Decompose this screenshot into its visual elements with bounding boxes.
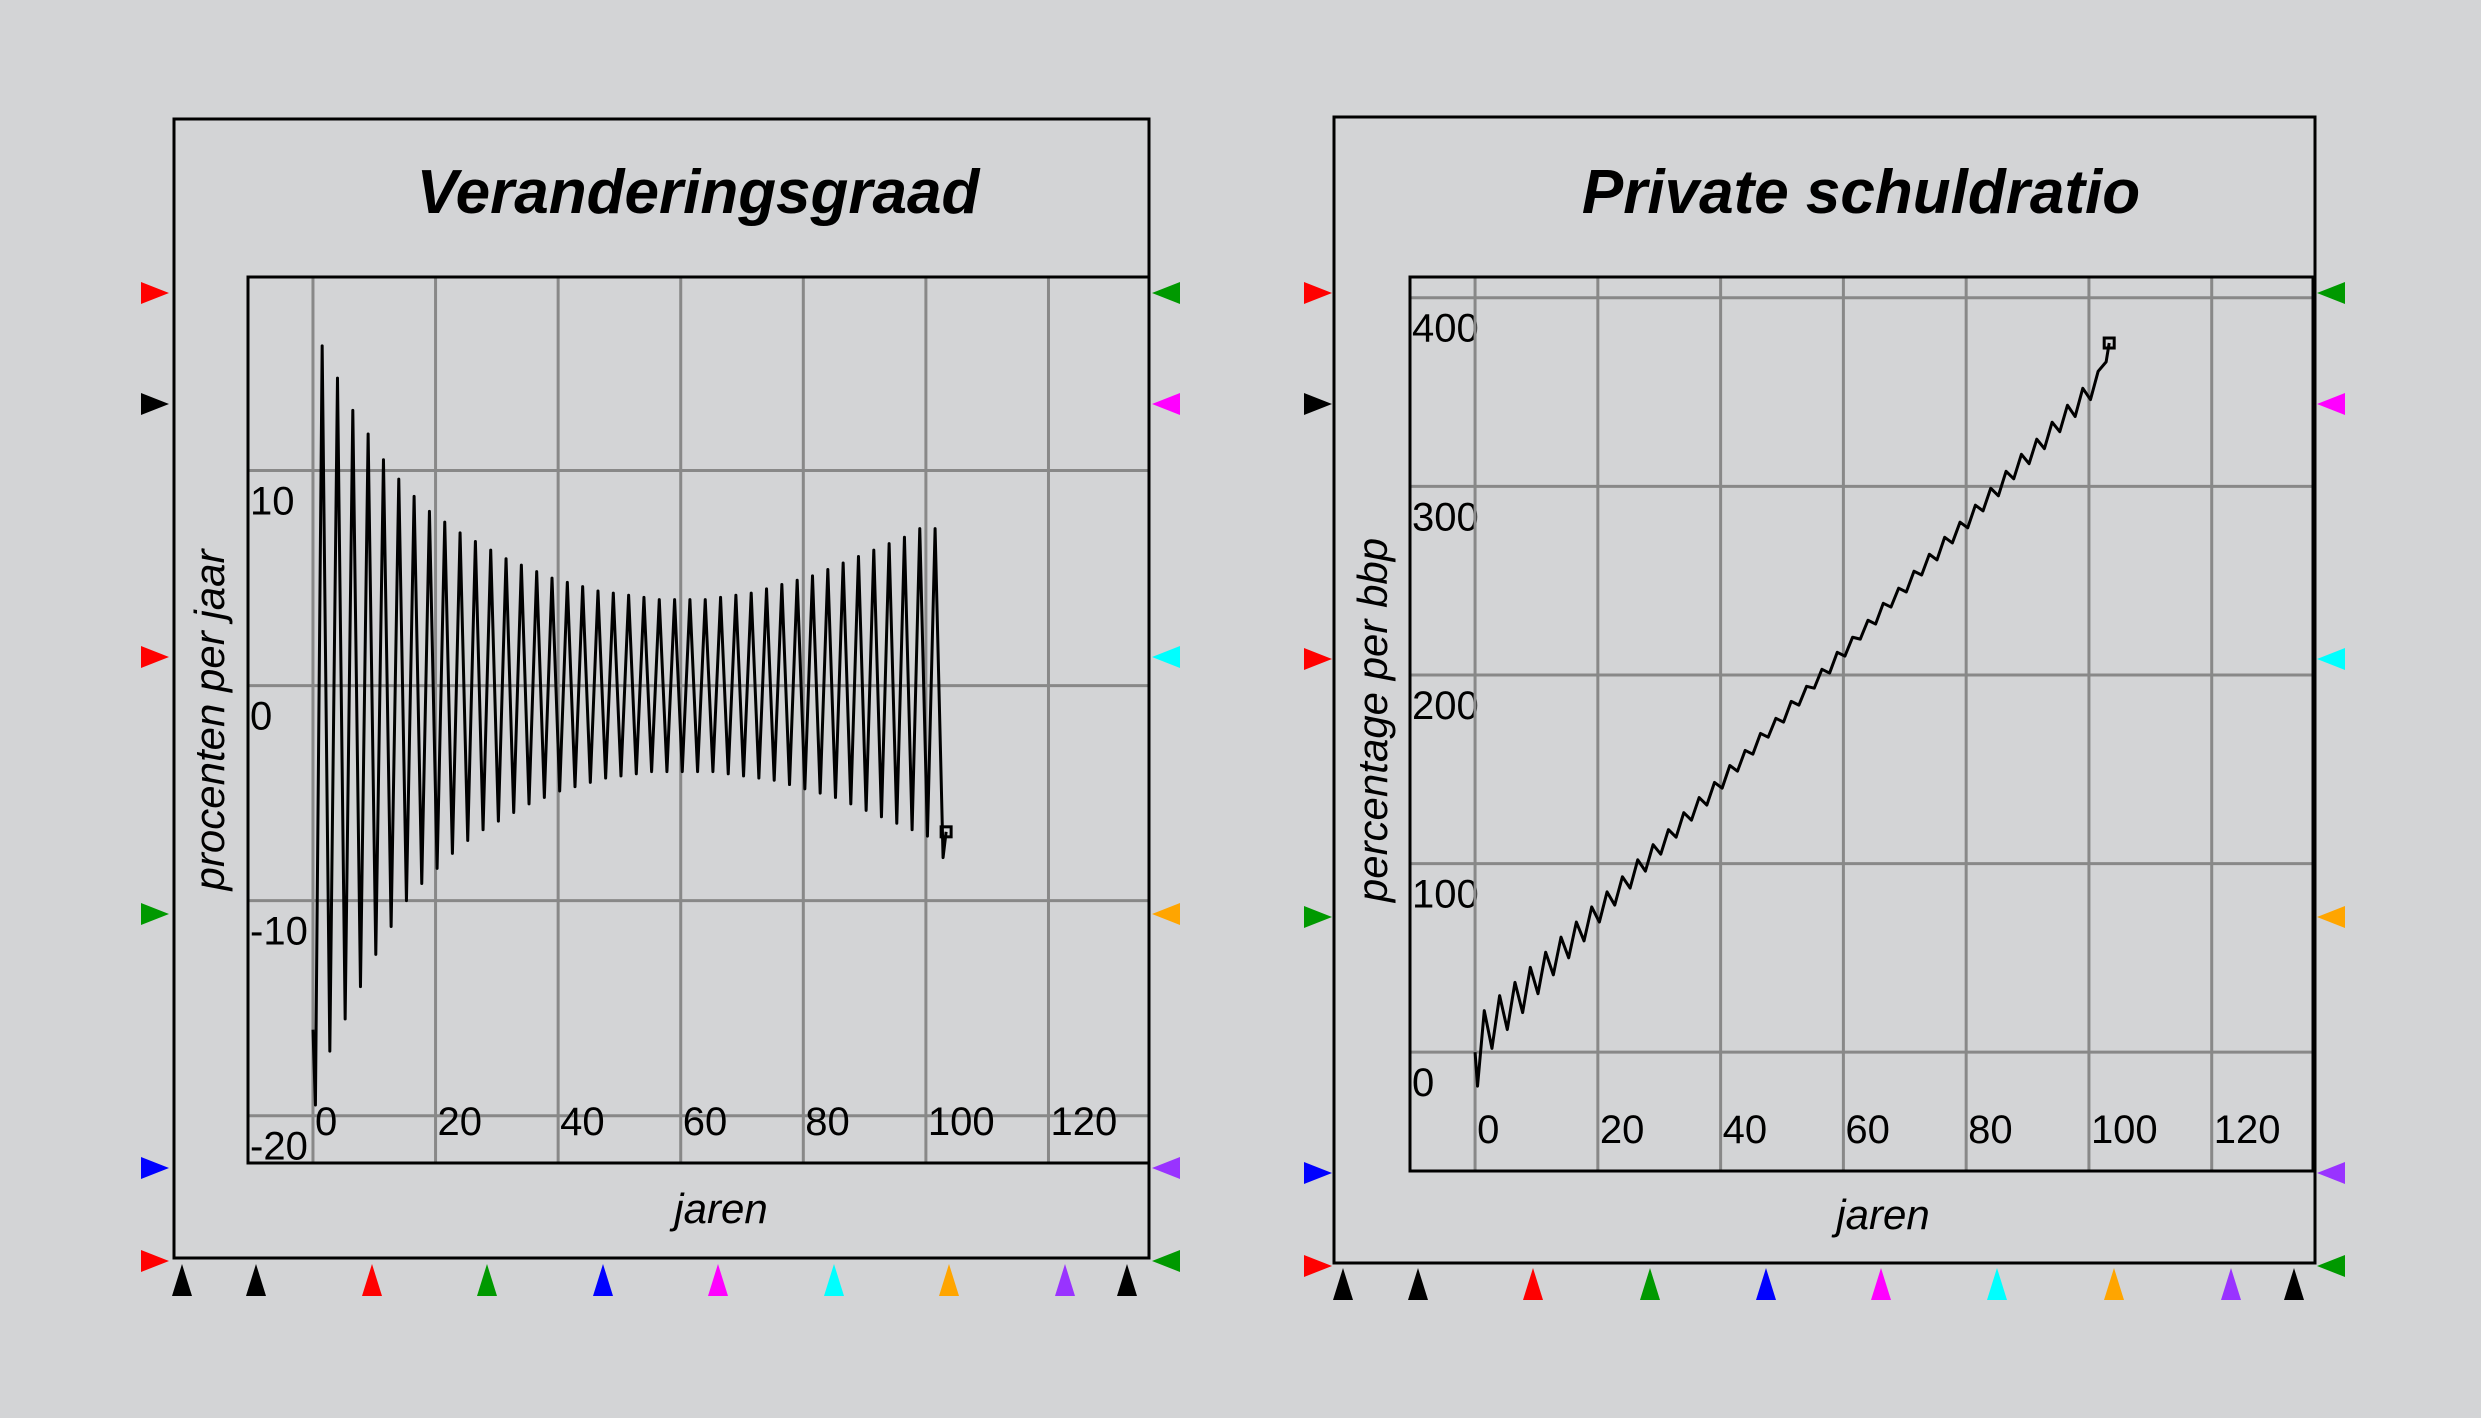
chart-title: Private schuldratio [1582,158,2140,227]
side-marker [2317,282,2345,304]
y-tick-label: 10 [250,480,295,524]
chart-panel: Veranderingsgraad procenten per jaar jaren… [141,117,1180,1296]
side-marker [1304,648,1332,670]
bottom-marker [477,1264,497,1296]
x-axis-label: jaren [1831,1191,1929,1238]
bottom-marker [2284,1268,2304,1300]
panel-frame [1332,115,2317,1265]
bottom-marker [172,1264,192,1296]
side-marker [1304,1162,1332,1184]
x-tick-label: 40 [560,1100,605,1144]
y-tick-label: 400 [1412,307,1479,351]
side-marker [1304,393,1332,415]
x-tick-label: 20 [438,1100,483,1144]
chart-title: Veranderingsgraad [417,158,981,227]
bottom-marker [246,1264,266,1296]
side-marker [1152,646,1180,668]
y-tick-label: -10 [250,910,308,954]
side-marker [1152,1157,1180,1179]
end-marker [939,825,953,839]
side-marker [141,393,169,415]
bottom-marker [362,1264,382,1296]
side-marker [2317,393,2345,415]
x-tick-label: 40 [1723,1108,1768,1152]
side-marker [2317,1255,2345,1277]
bottom-marker [824,1264,844,1296]
chart-panel: Private schuldratio percentage per bbp jar… [1304,115,2345,1300]
side-marker [1152,1250,1180,1272]
bottom-marker [1871,1268,1891,1300]
side-marker [141,1157,169,1179]
x-tick-label: 120 [2214,1108,2281,1152]
data-line [311,344,948,1107]
side-marker [1152,393,1180,415]
bottom-marker [708,1264,728,1296]
x-axis-label: jaren [669,1185,767,1232]
bottom-marker [939,1264,959,1296]
plot-frame [246,275,1151,1165]
side-marker [1152,903,1180,925]
bottom-marker [1523,1268,1543,1300]
x-tick-label: 0 [315,1100,337,1144]
side-marker [2317,648,2345,670]
y-tick-label: 100 [1412,873,1479,917]
data-line [1473,342,2111,1088]
bottom-marker [1640,1268,1660,1300]
y-tick-label: 300 [1412,495,1479,539]
side-marker [2317,1162,2345,1184]
side-marker [2317,906,2345,928]
bottom-marker [1333,1268,1353,1300]
bottom-marker [593,1264,613,1296]
bottom-marker [2221,1268,2241,1300]
side-marker [141,646,169,668]
x-tick-label: 120 [1050,1100,1117,1144]
side-marker [141,1250,169,1272]
bottom-marker [1756,1268,1776,1300]
x-tick-label: 0 [1477,1108,1499,1152]
bottom-marker [1117,1264,1137,1296]
side-marker [1304,282,1332,304]
bottom-marker [2104,1268,2124,1300]
x-tick-label: 20 [1600,1108,1645,1152]
plot-frame [1408,275,2315,1173]
y-axis-label: percentage per bbp [1349,538,1396,904]
y-tick-label: -20 [250,1125,308,1169]
x-tick-label: 80 [1968,1108,2013,1152]
x-tick-label: 80 [805,1100,850,1144]
side-marker [1304,906,1332,928]
x-tick-label: 60 [683,1100,728,1144]
side-marker [141,903,169,925]
y-tick-label: 200 [1412,684,1479,728]
x-tick-label: 60 [1845,1108,1890,1152]
side-marker [1152,282,1180,304]
y-axis-label: procenten per jaar [186,548,233,893]
side-marker [141,282,169,304]
x-tick-label: 100 [2091,1108,2158,1152]
x-tick-label: 100 [928,1100,995,1144]
bottom-marker [1987,1268,2007,1300]
y-tick-label: 0 [1412,1061,1434,1105]
end-marker [2102,336,2116,350]
y-tick-label: 0 [250,695,272,739]
bottom-marker [1055,1264,1075,1296]
side-marker [1304,1255,1332,1277]
bottom-marker [1408,1268,1428,1300]
